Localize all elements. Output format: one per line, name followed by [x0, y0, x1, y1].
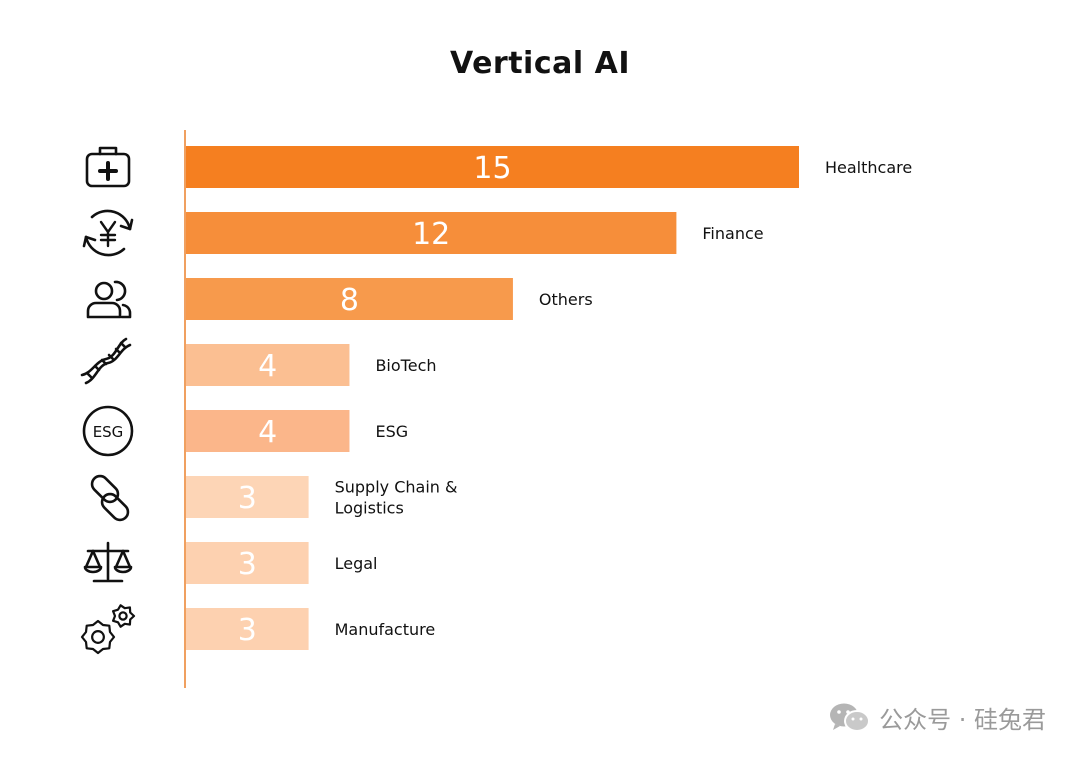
dna-icon [80, 337, 132, 385]
category-label-line: Manufacture [335, 620, 436, 639]
category-labels: Healthcare Finance Others BioTech ESG Supply … [335, 158, 913, 639]
category-label: ESG [375, 422, 408, 441]
bars [186, 146, 799, 650]
watermark: 公众号 · 硅兔君 [829, 700, 1046, 735]
bar-manufacture [186, 608, 309, 650]
yen-exchange-icon [82, 209, 134, 257]
category-label: Supply Chain & Logistics [335, 478, 458, 518]
bar-value-label: 8 [340, 283, 359, 318]
people-icon [86, 280, 132, 319]
scales-icon [83, 541, 133, 583]
category-label-line: BioTech [375, 356, 436, 375]
category-label: Others [539, 290, 593, 309]
medical-kit-icon [85, 146, 131, 188]
bar-value-label: 4 [258, 415, 277, 450]
category-label: Healthcare [825, 158, 912, 177]
bar-finance [186, 212, 677, 254]
bar-value-label: 3 [238, 547, 257, 582]
watermark-text: 公众号 · 硅兔君 [879, 706, 1046, 734]
category-label: Manufacture [335, 620, 436, 639]
bar-healthcare [186, 146, 799, 188]
category-label-line: ESG [375, 422, 408, 441]
category-label-line: Finance [702, 224, 763, 243]
chart-title: Vertical AI [450, 46, 630, 81]
bar-value-label: 4 [258, 349, 277, 384]
bar-value-label: 3 [238, 613, 257, 648]
category-label-line: Legal [335, 554, 378, 573]
chain-link-icon [90, 474, 130, 522]
esg-icon: ESG [82, 405, 134, 457]
gears-icon [80, 604, 136, 655]
category-icons: ESG [80, 146, 136, 655]
bar-legal [186, 542, 309, 584]
category-label-line: Logistics [335, 499, 404, 518]
category-label-line: Healthcare [825, 158, 912, 177]
category-label: BioTech [375, 356, 436, 375]
wechat-icon [829, 702, 871, 734]
category-label: Finance [702, 224, 763, 243]
category-label-line: Others [539, 290, 593, 309]
category-label: Legal [335, 554, 378, 573]
esg-icon-text: ESG [93, 423, 124, 441]
bar-others [186, 278, 513, 320]
category-label-line: Supply Chain & [335, 478, 458, 497]
bar-value-label: 3 [238, 481, 257, 516]
bar-value-label: 12 [412, 217, 450, 252]
bar-esg [186, 410, 350, 452]
bar-supply-chain-logistics [186, 476, 309, 518]
bar-value-label: 15 [473, 151, 511, 186]
bar-biotech [186, 344, 350, 386]
